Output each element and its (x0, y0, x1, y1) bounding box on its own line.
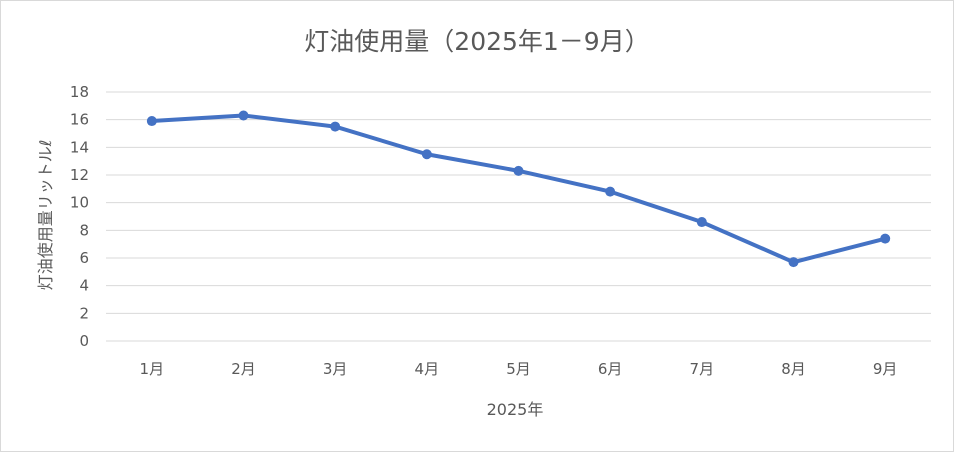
y-tick-label: 14 (70, 138, 89, 156)
data-point (330, 121, 341, 132)
x-tick-label: 3月 (323, 360, 348, 378)
y-tick-label: 8 (79, 221, 89, 239)
y-tick-label: 4 (79, 277, 89, 295)
x-tick-label: 9月 (873, 360, 898, 378)
y-tick-label: 2 (79, 304, 89, 322)
x-tick-label: 7月 (690, 360, 715, 378)
chart-title: 灯油使用量（2025年1－9月） (304, 27, 649, 56)
y-tick-label: 12 (70, 166, 89, 184)
y-axis-ticks: 0 2 4 6 8 10 12 14 16 18 (70, 83, 89, 350)
y-tick-label: 18 (70, 83, 89, 101)
x-axis-title: 2025年 (487, 400, 544, 419)
data-point (421, 149, 432, 160)
data-point (696, 217, 707, 228)
data-point (880, 233, 891, 244)
series-line (149, 113, 888, 265)
x-tick-label: 2月 (231, 360, 256, 378)
x-tick-label: 6月 (598, 360, 623, 378)
data-point (238, 110, 249, 121)
data-point (605, 186, 616, 197)
gridlines (106, 91, 931, 342)
data-point (788, 257, 799, 268)
y-tick-label: 6 (79, 249, 89, 267)
y-tick-label: 10 (70, 194, 89, 212)
x-axis-ticks: 1月 2月 3月 4月 5月 6月 7月 8月 9月 (140, 360, 898, 378)
x-tick-label: 4月 (415, 360, 440, 378)
data-point (146, 116, 157, 127)
x-tick-label: 8月 (781, 360, 806, 378)
y-tick-label: 16 (70, 111, 89, 129)
x-tick-label: 5月 (506, 360, 531, 378)
x-tick-label: 1月 (140, 360, 165, 378)
y-tick-label: 0 (79, 332, 89, 350)
y-axis-title: 灯油使用量リットルℓ (36, 140, 55, 291)
data-point (513, 165, 524, 176)
series-layer (146, 110, 891, 268)
